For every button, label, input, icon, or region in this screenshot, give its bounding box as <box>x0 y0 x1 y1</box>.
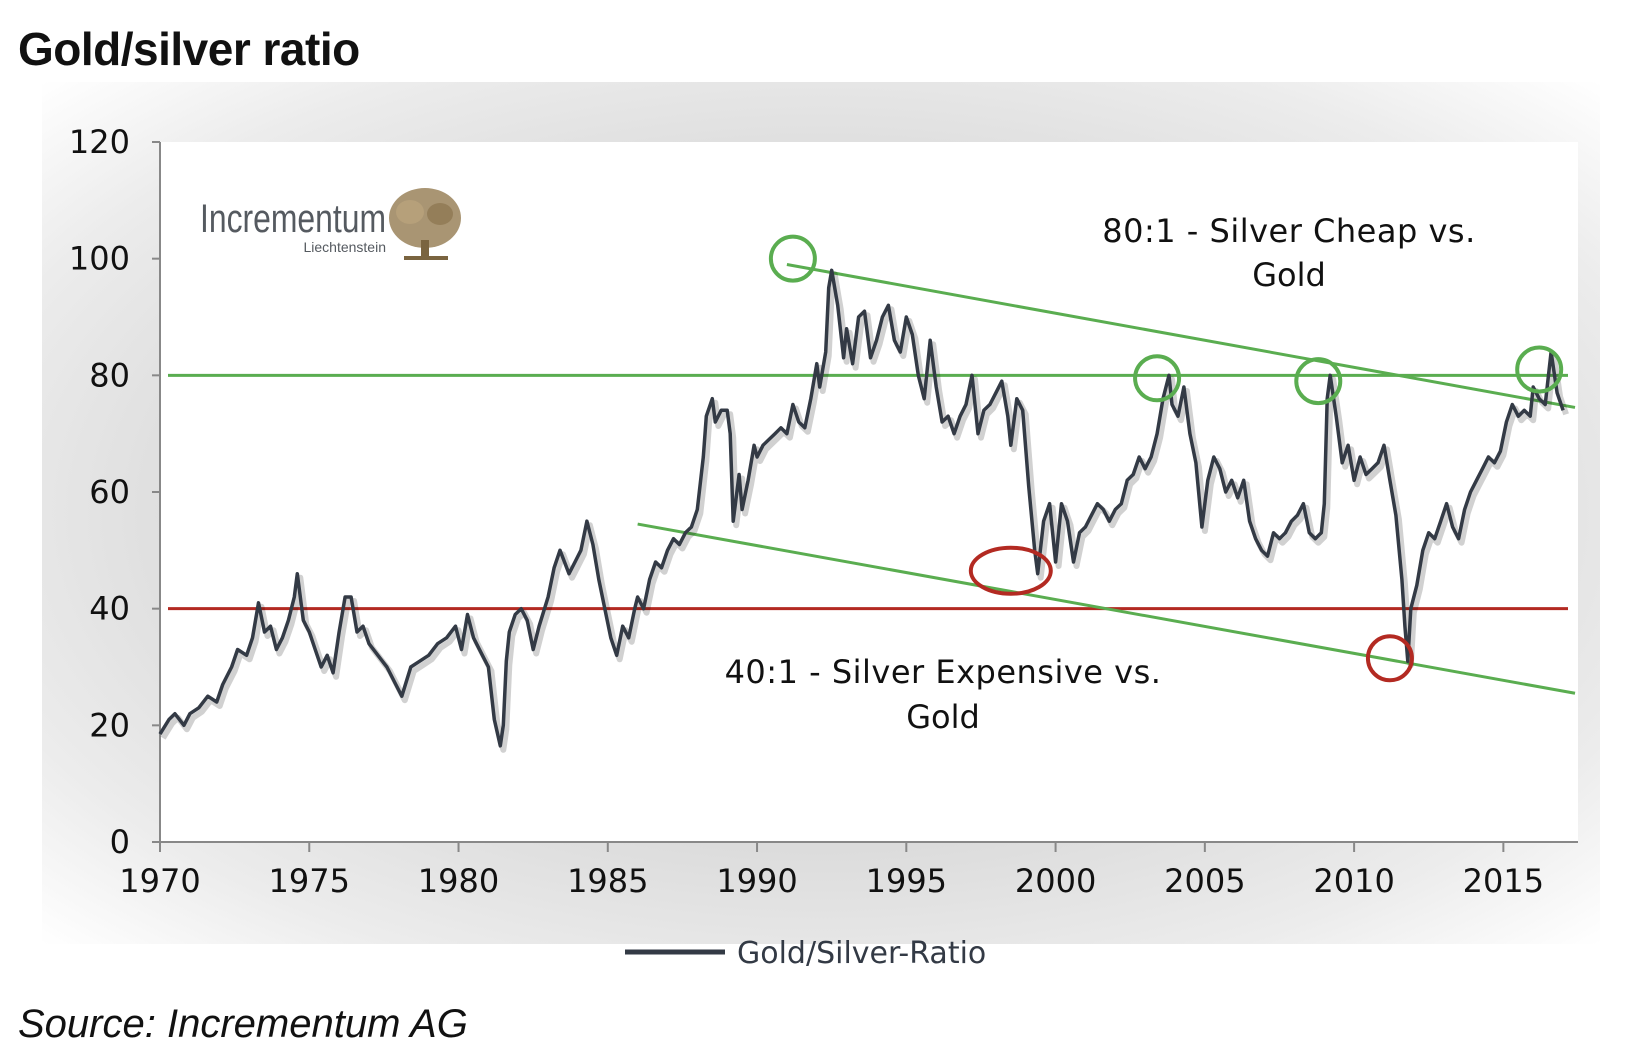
peak-marker-circle <box>1515 345 1564 394</box>
x-tick-label: 1980 <box>418 862 499 900</box>
x-tick-label: 2015 <box>1463 862 1544 900</box>
peak-marker-circle <box>1294 357 1343 406</box>
x-tick-label: 2005 <box>1164 862 1245 900</box>
trend-line <box>637 522 1576 695</box>
y-tick-label: 120 <box>69 123 130 161</box>
peak-marker-circle <box>1133 354 1182 403</box>
y-tick-label: 60 <box>89 473 130 511</box>
series-shadow <box>160 271 1569 753</box>
highlight-circles <box>768 234 1564 683</box>
x-tick-label: 2000 <box>1015 862 1096 900</box>
y-axis: 0 20 40 60 80 100 120 <box>69 123 161 861</box>
y-tick-label: 80 <box>89 356 130 394</box>
annotation-upper-line1: 80:1 - Silver Cheap vs. <box>1102 212 1475 250</box>
series-layer <box>158 268 1569 753</box>
annotation-lower-line1: 40:1 - Silver Expensive vs. <box>725 653 1162 691</box>
x-tick-label: 1970 <box>119 862 200 900</box>
series-line <box>158 268 1565 748</box>
low-marker-circle <box>968 545 1053 596</box>
x-tick-label: 1985 <box>567 862 648 900</box>
trend-line <box>786 263 1576 409</box>
reference-lines <box>168 373 1568 611</box>
annotation-upper-line2: Gold <box>1252 256 1326 294</box>
page-title: Gold/silver ratio <box>18 23 360 75</box>
logo-subtitle: Liechtenstein <box>303 239 386 255</box>
annotation-lower-line2: Gold <box>906 698 980 736</box>
source-note: Source: Incrementum AG <box>18 1002 468 1046</box>
legend-label: Gold/Silver-Ratio <box>737 936 986 971</box>
trend-lines <box>637 263 1576 695</box>
plot-area <box>160 142 1578 842</box>
legend: Gold/Silver-Ratio <box>625 936 986 971</box>
x-tick-label: 2010 <box>1313 862 1394 900</box>
y-tick-label: 20 <box>89 706 130 744</box>
x-tick-label: 1975 <box>269 862 350 900</box>
x-axis: 1970 1975 1980 1985 1990 1995 2000 2005 2010 2015 <box>119 841 1578 900</box>
y-tick-label: 100 <box>69 240 130 278</box>
logo: Incrementum Liechtenstein <box>200 188 461 260</box>
low-marker-circle <box>1365 634 1414 683</box>
logo-name: Incrementum <box>200 197 386 241</box>
x-tick-label: 1990 <box>716 862 797 900</box>
x-tick-label: 1995 <box>866 862 947 900</box>
peak-marker-circle <box>768 234 817 283</box>
tree-icon <box>389 188 461 260</box>
y-tick-label: 40 <box>89 590 130 628</box>
y-tick-label: 0 <box>110 823 130 861</box>
